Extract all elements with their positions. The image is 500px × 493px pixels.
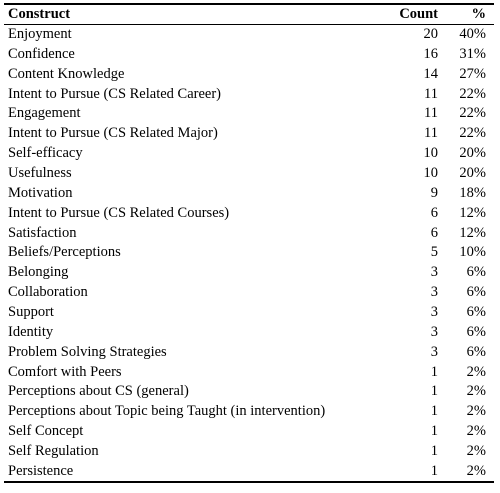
count-cell: 3 <box>430 284 438 301</box>
construct-cell: Self Concept <box>8 423 84 440</box>
count-cell: 11 <box>424 85 438 102</box>
percent-cell: 18% <box>459 184 486 201</box>
construct-cell: Motivation <box>8 184 73 201</box>
count-cell: 1 <box>430 403 438 420</box>
count-cell: 11 <box>424 125 438 142</box>
count-cell: 5 <box>430 244 438 261</box>
construct-cell: Satisfaction <box>8 224 77 241</box>
construct-cell: Comfort with Peers <box>8 363 122 380</box>
percent-cell: 12% <box>459 224 486 241</box>
percent-cell: 31% <box>459 45 486 62</box>
construct-cell: Usefulness <box>8 165 72 182</box>
construct-cell: Identity <box>8 323 54 340</box>
header-rule <box>4 24 494 25</box>
count-cell: 11 <box>424 105 438 122</box>
count-cell: 6 <box>430 204 438 221</box>
count-cell: 1 <box>430 423 438 440</box>
percent-cell: 6% <box>466 343 486 360</box>
construct-cell: Collaboration <box>8 284 88 301</box>
percent-cell: 22% <box>459 125 486 142</box>
percent-cell: 27% <box>459 65 486 82</box>
construct-cell: Intent to Pursue (CS Related Major) <box>8 125 218 142</box>
top-rule <box>4 3 494 5</box>
construct-cell: Content Knowledge <box>8 65 125 82</box>
percent-cell: 6% <box>466 323 486 340</box>
construct-cell: Confidence <box>8 45 75 62</box>
percent-cell: 2% <box>466 383 486 400</box>
count-cell: 3 <box>430 304 438 321</box>
count-cell: 3 <box>430 264 438 281</box>
count-cell: 3 <box>430 323 438 340</box>
count-cell: 9 <box>430 184 438 201</box>
count-cell: 14 <box>423 65 439 82</box>
percent-cell: 22% <box>459 105 486 122</box>
count-cell: 16 <box>423 45 439 62</box>
percent-cell: 22% <box>459 85 486 102</box>
percent-cell: 10% <box>459 244 486 261</box>
construct-cell: Problem Solving Strategies <box>8 343 167 360</box>
percent-cell: 6% <box>466 264 486 281</box>
construct-cell: Perceptions about CS (general) <box>8 383 189 400</box>
percent-cell: 40% <box>459 26 486 42</box>
count-cell: 10 <box>423 145 439 162</box>
construct-cell: Self-efficacy <box>8 145 83 162</box>
construct-cell: Intent to Pursue (CS Related Courses) <box>8 204 230 221</box>
count-cell: 1 <box>430 443 438 460</box>
construct-cell: Beliefs/Perceptions <box>8 244 121 261</box>
percent-cell: 12% <box>459 204 486 221</box>
construct-cell: Persistence <box>8 462 74 479</box>
construct-cell: Self Regulation <box>8 443 99 460</box>
percent-header: % <box>471 6 487 22</box>
count-cell: 20 <box>423 26 439 42</box>
percent-cell: 2% <box>466 443 486 460</box>
percent-cell: 20% <box>459 165 486 182</box>
construct-cell: Enjoyment <box>8 26 72 42</box>
construct-cell: Support <box>8 304 54 321</box>
percent-cell: 2% <box>466 462 486 479</box>
percent-cell: 20% <box>459 145 486 162</box>
percent-cell: 6% <box>466 284 486 301</box>
construct-cell: Intent to Pursue (CS Related Career) <box>8 85 222 102</box>
count-cell: 1 <box>430 383 438 400</box>
count-cell: 3 <box>430 343 438 360</box>
percent-cell: 6% <box>466 304 486 321</box>
count-cell: 1 <box>430 462 438 479</box>
construct-header: Construct <box>8 6 71 22</box>
percent-cell: 2% <box>466 403 486 420</box>
count-cell: 1 <box>430 363 438 380</box>
count-header: Count <box>399 6 438 22</box>
count-cell: 6 <box>430 224 438 241</box>
construct-cell: Belonging <box>8 264 69 281</box>
bottom-rule <box>4 481 494 483</box>
count-cell: 10 <box>423 165 439 182</box>
percent-cell: 2% <box>466 423 486 440</box>
percent-cell: 2% <box>466 363 486 380</box>
construct-cell: Perceptions about Topic being Taught (in… <box>8 403 326 420</box>
construct-cell: Engagement <box>8 105 81 122</box>
